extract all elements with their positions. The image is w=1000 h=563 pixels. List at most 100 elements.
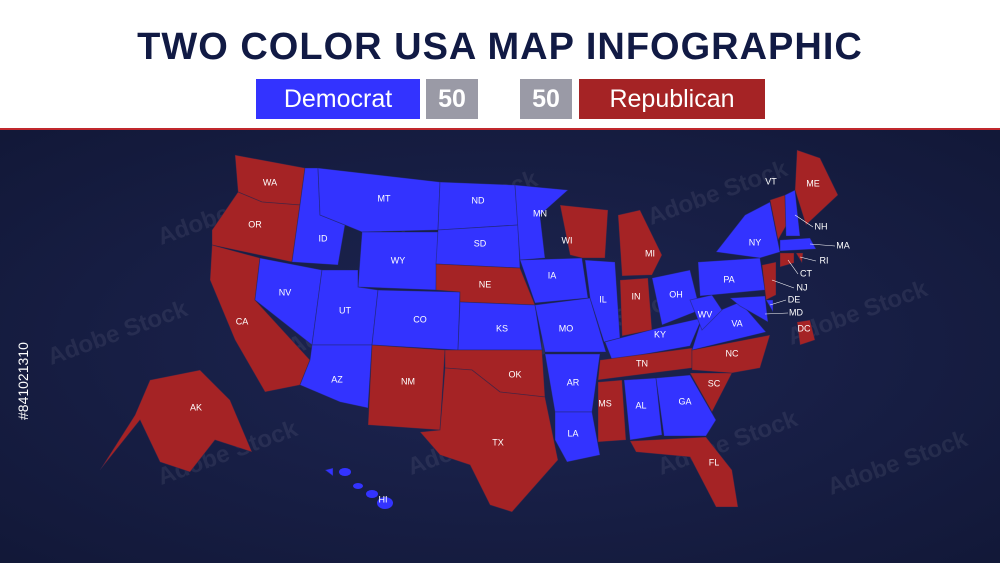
state-label: MD bbox=[789, 307, 803, 317]
state-labels: WA OR CA NV ID MT WY UT CO AZ NM ND SD NE KS OK TX MN IA MO… bbox=[190, 176, 850, 504]
state-label: PA bbox=[723, 274, 734, 284]
states bbox=[99, 149, 839, 513]
state-label: AZ bbox=[331, 374, 343, 384]
leader-line bbox=[769, 299, 787, 306]
stock-id: #841021310 bbox=[15, 342, 31, 420]
state-label: CT bbox=[800, 268, 812, 278]
state-shape bbox=[324, 467, 334, 477]
leader-line bbox=[794, 214, 814, 228]
state-shape bbox=[604, 317, 703, 361]
state-shape bbox=[765, 299, 774, 314]
state-label: NM bbox=[401, 376, 415, 386]
state-label: WY bbox=[391, 255, 406, 265]
state-label: MA bbox=[836, 240, 850, 250]
republican-count: 50 bbox=[520, 79, 572, 119]
leader-line bbox=[764, 312, 789, 315]
state-label: MO bbox=[559, 323, 574, 333]
state-shape bbox=[339, 468, 351, 476]
state-shape bbox=[691, 334, 771, 374]
state-label: NJ bbox=[797, 282, 808, 292]
state-label: KY bbox=[654, 329, 666, 339]
state-label: VA bbox=[731, 318, 742, 328]
state-shape bbox=[99, 369, 253, 473]
leader-line bbox=[787, 259, 799, 275]
state-shape bbox=[761, 261, 777, 301]
state-label: NC bbox=[726, 348, 739, 358]
state-shape bbox=[534, 297, 607, 353]
state-label: ID bbox=[319, 233, 329, 243]
state-label: LA bbox=[567, 428, 578, 438]
state-shape bbox=[367, 344, 446, 431]
state-label: SD bbox=[474, 238, 487, 248]
state-label: ND bbox=[472, 195, 485, 205]
state-label: NV bbox=[279, 287, 292, 297]
state-label: SC bbox=[708, 378, 721, 388]
state-label: UT bbox=[339, 305, 351, 315]
state-label: MN bbox=[533, 208, 547, 218]
state-label: RI bbox=[820, 255, 829, 265]
state-label: NH bbox=[815, 221, 828, 231]
header: TWO COLOR USA MAP INFOGRAPHIC Democrat 5… bbox=[0, 0, 1000, 130]
state-label: TX bbox=[492, 437, 504, 447]
state-shape bbox=[655, 374, 717, 437]
democrat-label: Democrat bbox=[256, 79, 420, 119]
state-label: AR bbox=[567, 377, 580, 387]
state-shape bbox=[623, 377, 663, 441]
state-shape bbox=[419, 367, 559, 513]
state-label: VT bbox=[765, 176, 777, 186]
state-shape bbox=[784, 189, 801, 237]
state-shape bbox=[514, 184, 569, 261]
state-shape bbox=[697, 257, 766, 297]
state-label: OK bbox=[508, 369, 521, 379]
state-shape bbox=[691, 301, 767, 351]
state-shape bbox=[689, 372, 733, 413]
leader-line bbox=[771, 279, 795, 289]
state-shape bbox=[377, 497, 393, 509]
state-shape bbox=[353, 483, 363, 489]
state-label: MT bbox=[378, 193, 391, 203]
state-label: NY bbox=[749, 237, 762, 247]
state-shape bbox=[689, 294, 723, 331]
state-label: MS bbox=[598, 398, 612, 408]
state-label: DC bbox=[798, 323, 811, 333]
state-label: WA bbox=[263, 177, 277, 187]
state-shape bbox=[617, 209, 663, 277]
state-label: OR bbox=[248, 219, 262, 229]
state-label: IL bbox=[599, 294, 607, 304]
state-label: CO bbox=[413, 314, 427, 324]
state-shape bbox=[554, 411, 601, 463]
state-shape bbox=[795, 252, 804, 265]
state-label: MI bbox=[645, 248, 655, 258]
state-shape bbox=[437, 181, 519, 231]
state-label: WV bbox=[698, 309, 713, 319]
state-shape bbox=[796, 319, 816, 346]
state-label: KS bbox=[496, 323, 508, 333]
state-label: HI bbox=[379, 494, 388, 504]
state-label: ME bbox=[806, 178, 820, 188]
state-label: DE bbox=[788, 294, 801, 304]
leader-line bbox=[799, 256, 817, 262]
state-label: WI bbox=[562, 235, 573, 245]
state-shape bbox=[779, 237, 817, 252]
state-shape bbox=[619, 277, 653, 337]
title: TWO COLOR USA MAP INFOGRAPHIC bbox=[137, 26, 863, 68]
state-label: GA bbox=[678, 396, 691, 406]
state-label: IA bbox=[548, 270, 557, 280]
state-label: NE bbox=[479, 279, 492, 289]
state-label: IN bbox=[632, 291, 641, 301]
leader-line bbox=[809, 243, 836, 247]
state-shape bbox=[629, 436, 739, 508]
state-label: OH bbox=[669, 289, 683, 299]
state-label: AK bbox=[190, 402, 202, 412]
state-label: CA bbox=[236, 316, 249, 326]
state-shape bbox=[794, 149, 839, 226]
state-label: AL bbox=[635, 400, 646, 410]
state-shape bbox=[597, 379, 627, 443]
state-label: FL bbox=[709, 457, 720, 467]
democrat-count: 50 bbox=[426, 79, 478, 119]
state-shape bbox=[728, 295, 769, 323]
republican-label: Republican bbox=[579, 79, 765, 119]
state-shape bbox=[559, 204, 609, 259]
